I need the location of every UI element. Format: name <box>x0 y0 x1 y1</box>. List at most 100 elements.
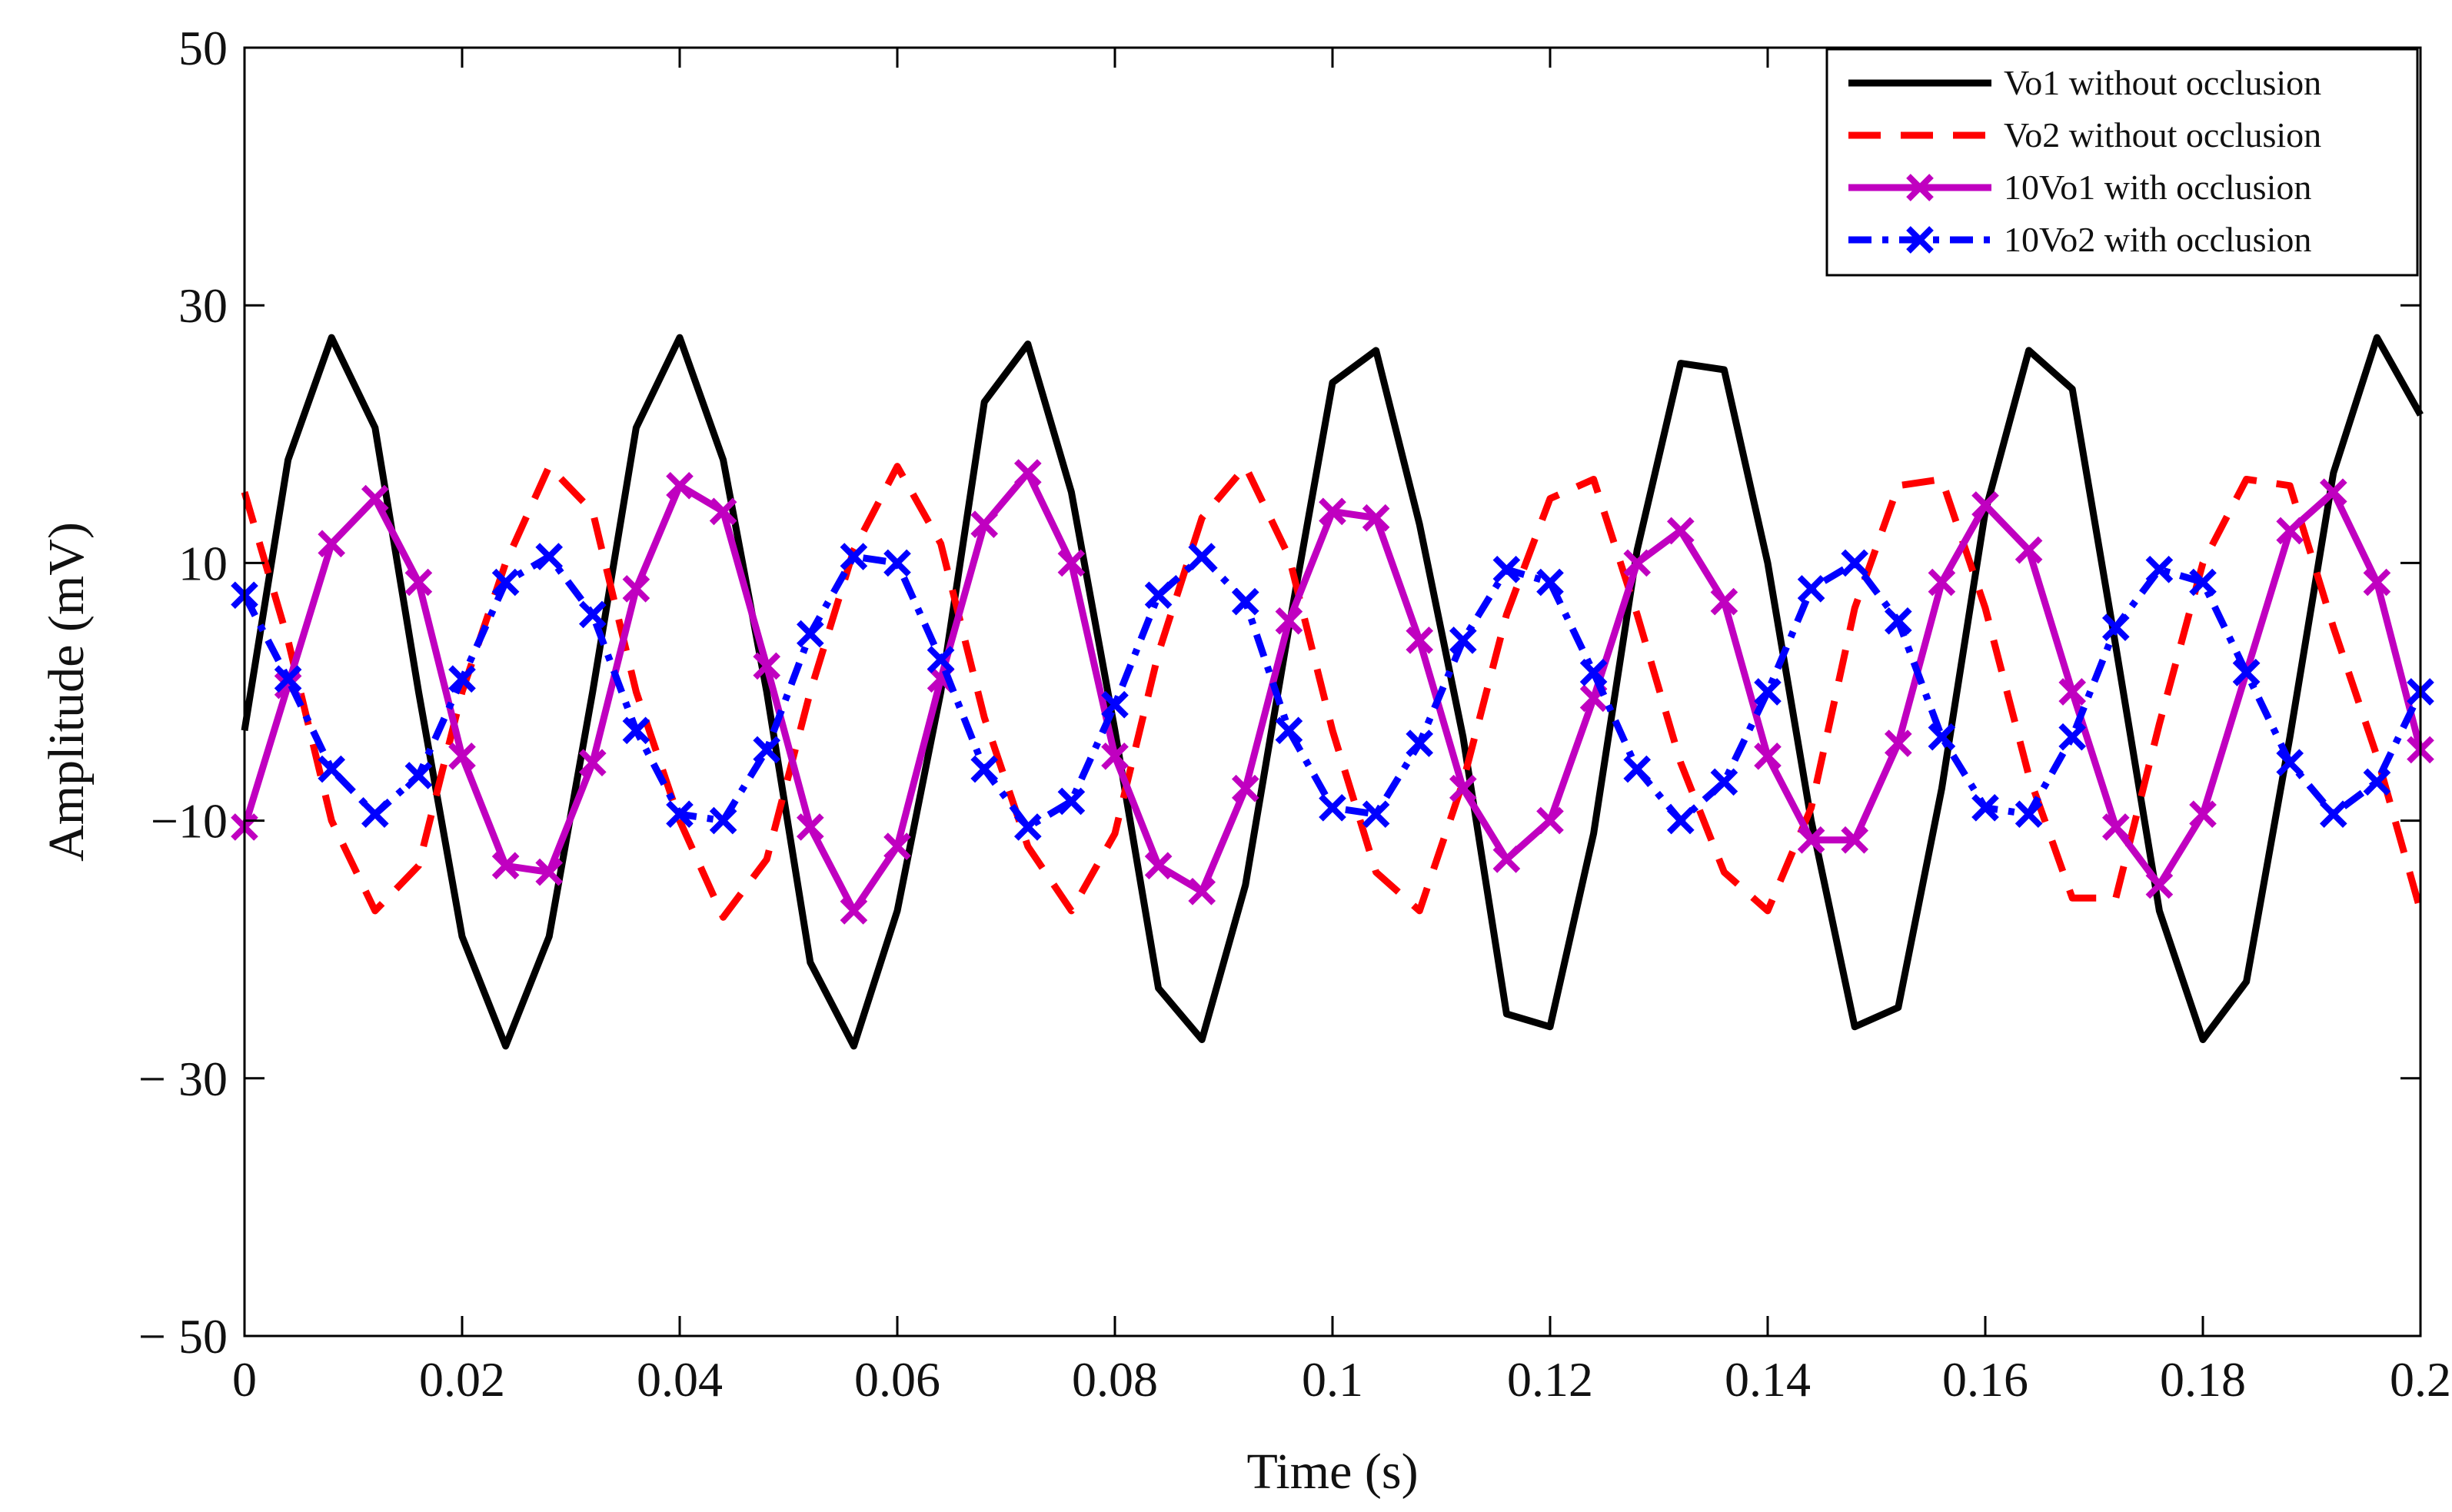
data-point <box>2276 749 2304 777</box>
data-point <box>404 762 433 789</box>
legend-label: 10Vo1 with occlusion <box>2004 168 2311 207</box>
x-tick-label: 0.18 <box>2160 1352 2246 1407</box>
data-point <box>1057 787 1086 816</box>
y-tick-label: 50 <box>178 21 228 75</box>
x-tick-label: 0.12 <box>1507 1352 1593 1407</box>
data-point <box>883 832 911 860</box>
data-point <box>883 549 911 577</box>
data-point <box>753 652 781 680</box>
data-point <box>1579 659 1608 686</box>
data-point <box>361 484 389 513</box>
data-point <box>1013 459 1042 487</box>
x-tick-label: 0.2 <box>2390 1352 2451 1407</box>
y-tick-label: 10 <box>178 536 228 590</box>
data-point <box>927 646 955 673</box>
legend-entry: Vo1 without occlusion <box>1848 63 2321 102</box>
data-point <box>1406 729 1434 757</box>
x-tick-label: 0.02 <box>419 1352 505 1407</box>
legend-label: 10Vo2 with occlusion <box>2004 220 2311 259</box>
data-point <box>535 858 564 886</box>
data-point <box>1231 587 1259 616</box>
data-point <box>318 530 346 558</box>
data-point <box>1101 690 1129 719</box>
data-point <box>1841 826 1869 854</box>
series-layer <box>231 334 2434 1050</box>
legend-entry: Vo2 without occlusion <box>1848 115 2321 155</box>
data-point <box>1188 543 1216 570</box>
data-point <box>318 755 346 783</box>
x-tick-label: 0.14 <box>1725 1352 1811 1407</box>
data-point <box>1449 774 1477 803</box>
x-tick-label: 0.16 <box>1942 1352 2028 1407</box>
data-point <box>1754 678 1782 706</box>
data-point <box>709 497 737 526</box>
data-point <box>2145 555 2174 583</box>
data-point <box>2014 800 2043 829</box>
data-point <box>274 665 302 693</box>
legend-label: Vo2 without occlusion <box>2004 115 2321 155</box>
series-line <box>241 463 2424 921</box>
data-point <box>753 736 781 764</box>
data-point <box>1536 806 1564 835</box>
data-point <box>840 543 868 570</box>
data-point <box>970 755 999 783</box>
data-point <box>1971 794 1999 822</box>
data-point <box>666 472 694 500</box>
x-tick-label: 0 <box>232 1352 257 1407</box>
data-point <box>1492 555 1521 583</box>
data-point <box>622 716 650 745</box>
data-point <box>1754 742 1782 770</box>
data-point <box>1319 794 1346 822</box>
data-point <box>970 510 999 538</box>
data-point <box>1797 575 1825 603</box>
data-point <box>1797 826 1825 854</box>
x-tick-label: 0.08 <box>1072 1352 1158 1407</box>
data-point <box>578 600 607 629</box>
data-point <box>622 575 650 603</box>
data-point <box>2276 517 2304 545</box>
y-tick-label: − 50 <box>138 1309 228 1364</box>
data-point <box>1319 497 1346 526</box>
data-point <box>448 665 476 693</box>
data-point <box>1406 626 1434 654</box>
data-point <box>2101 813 2130 841</box>
data-point <box>1101 742 1129 770</box>
data-point <box>1841 549 1869 577</box>
data-point <box>1362 800 1390 829</box>
data-point <box>840 897 868 925</box>
data-point <box>2319 800 2347 829</box>
data-point <box>1275 606 1303 635</box>
data-point <box>1623 755 1652 783</box>
data-point <box>1710 768 1738 796</box>
data-point <box>448 742 476 770</box>
data-point <box>2058 723 2087 751</box>
data-point <box>2058 678 2087 706</box>
data-point <box>709 806 737 835</box>
y-tick-label: −10 <box>151 794 228 849</box>
data-point <box>1275 716 1303 745</box>
data-point <box>1928 568 1956 596</box>
data-point <box>1884 729 1912 757</box>
data-point <box>1623 549 1652 577</box>
series-line <box>241 334 2424 1050</box>
data-point <box>1144 581 1173 610</box>
legend-marker <box>1906 174 1934 201</box>
data-point <box>2319 478 2347 507</box>
y-tick-label: − 30 <box>138 1052 228 1106</box>
data-point <box>1362 503 1390 532</box>
data-point <box>404 568 433 596</box>
data-point <box>1057 549 1086 577</box>
data-point <box>2189 568 2217 596</box>
data-point <box>2145 871 2174 899</box>
data-point <box>2014 536 2043 564</box>
data-point <box>578 749 607 777</box>
data-point <box>491 852 520 880</box>
x-axis-title: Time (s) <box>1246 1444 1418 1500</box>
data-point <box>535 543 564 570</box>
series-4 <box>231 543 2434 841</box>
data-point <box>1492 846 1521 873</box>
series-2 <box>241 463 2424 921</box>
data-point <box>666 800 694 829</box>
series-1 <box>241 334 2424 1050</box>
data-point <box>1231 774 1259 803</box>
